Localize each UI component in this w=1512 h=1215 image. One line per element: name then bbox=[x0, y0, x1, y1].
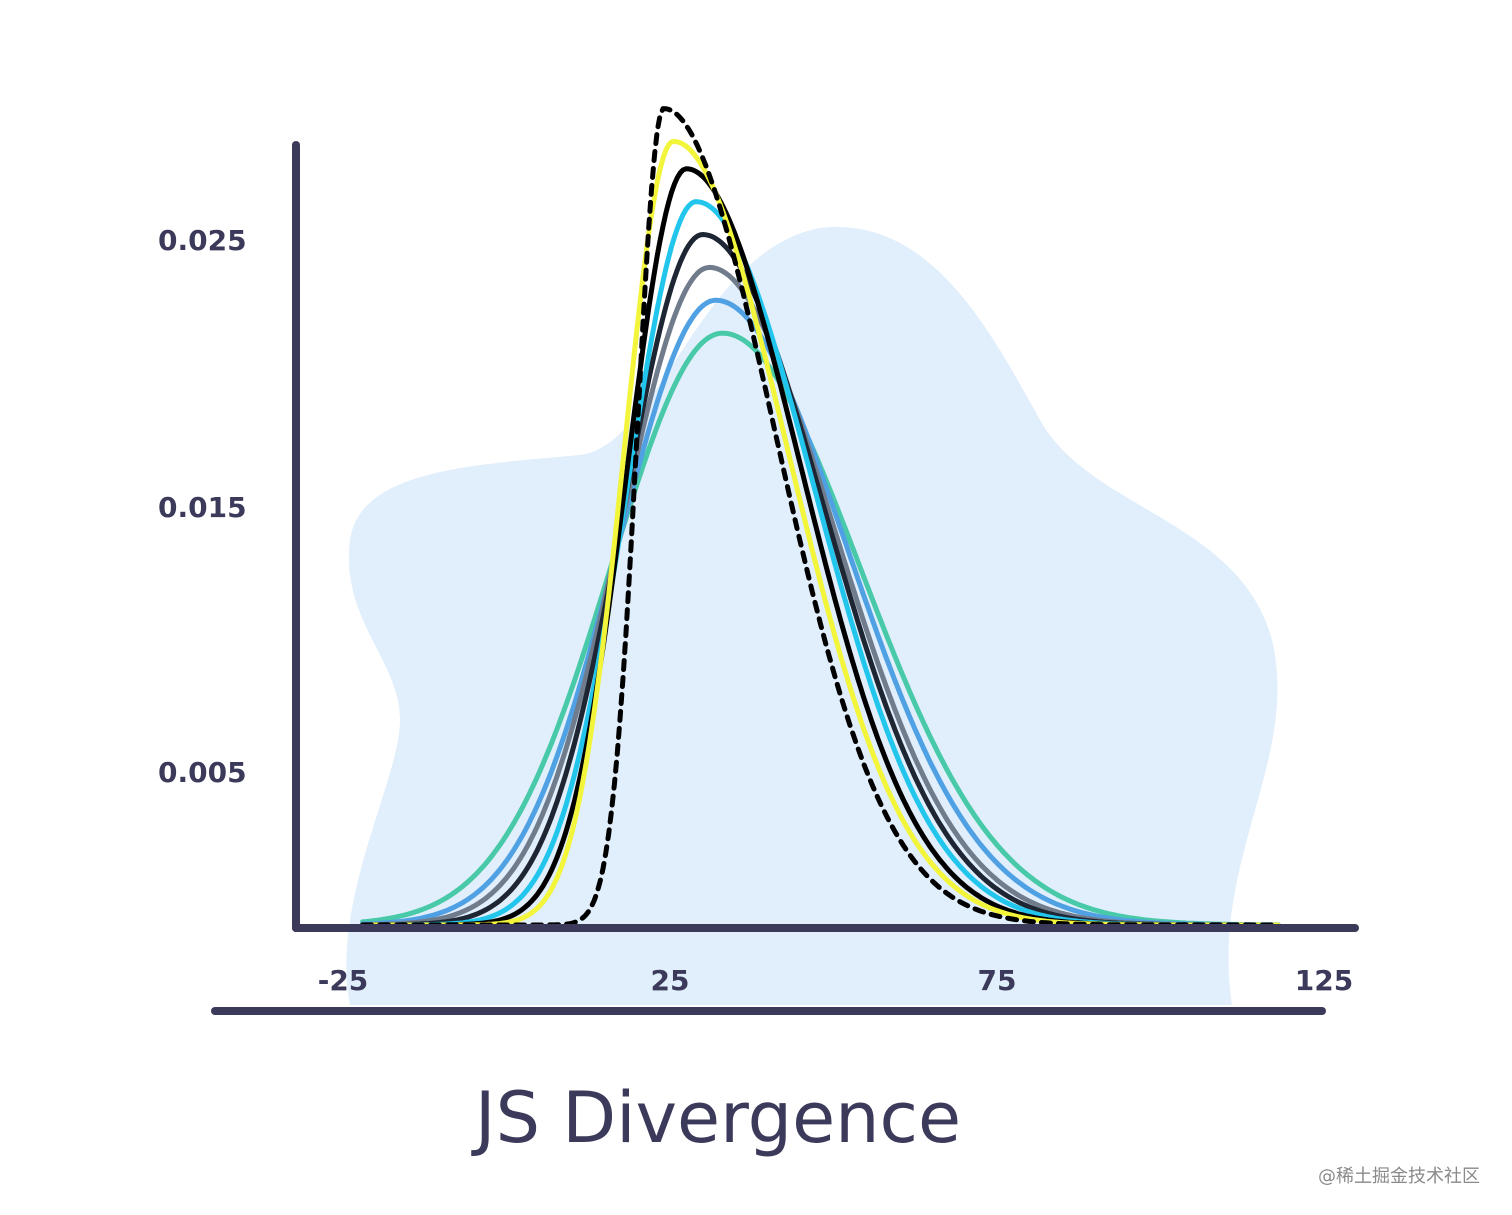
y-tick-label: 0.015 bbox=[158, 491, 247, 524]
x-tick-label: -25 bbox=[318, 964, 369, 997]
y-tick-label: 0.025 bbox=[158, 224, 247, 257]
watermark: @稀土掘金技术社区 bbox=[1318, 1166, 1480, 1187]
y-tick-label: 0.005 bbox=[158, 756, 247, 789]
x-tick-label: 125 bbox=[1295, 964, 1353, 997]
x-tick-label: 25 bbox=[651, 964, 690, 997]
background-blob bbox=[346, 226, 1278, 1005]
x-tick-label: 75 bbox=[978, 964, 1017, 997]
series-group bbox=[360, 106, 1281, 928]
chart-title: JS Divergence bbox=[471, 1077, 961, 1159]
